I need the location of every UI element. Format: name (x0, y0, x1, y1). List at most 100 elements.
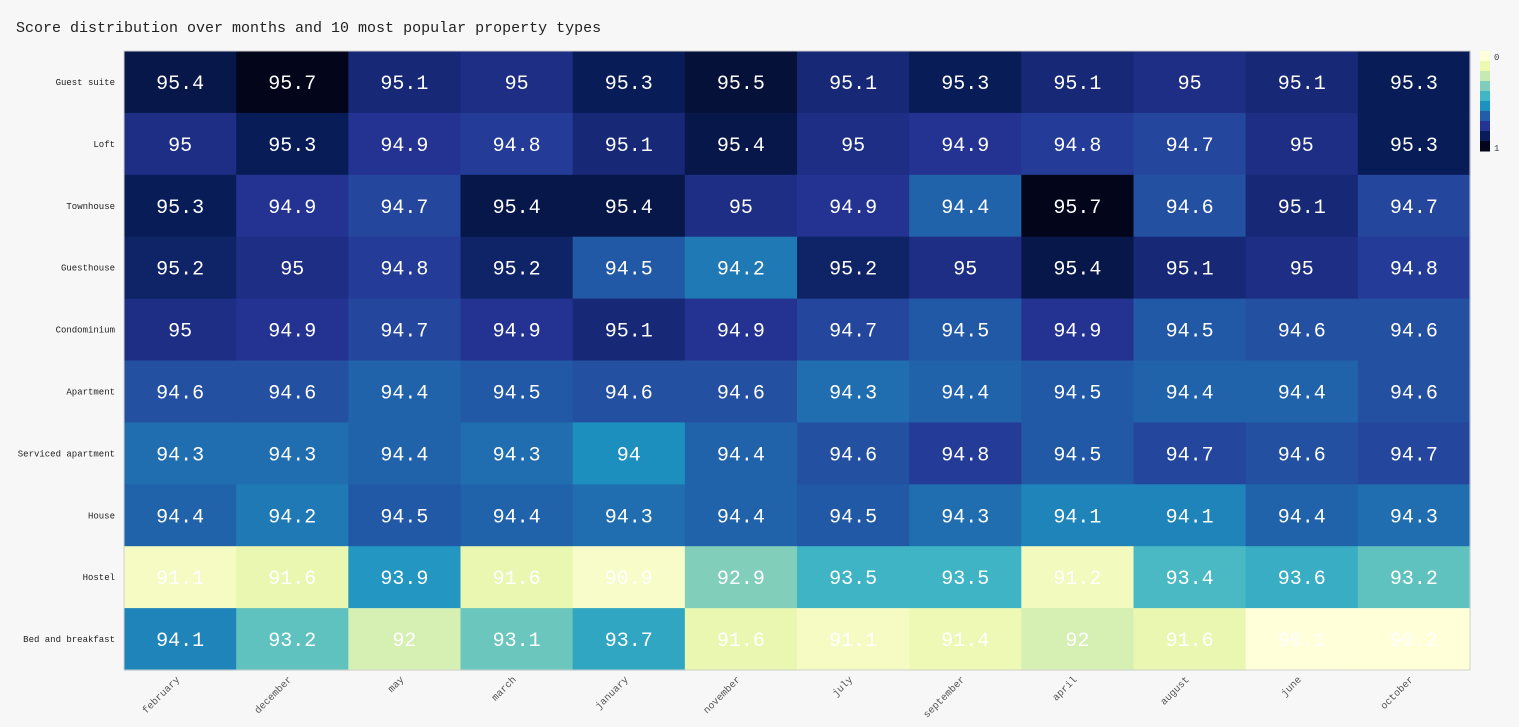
heatmap-cell (797, 174, 910, 238)
heatmap-cell (1245, 608, 1359, 671)
cell-value-label: 93.7 (605, 630, 653, 653)
cell-value-label: 94.1 (1166, 506, 1214, 529)
cell-value-label: 94.6 (605, 382, 653, 405)
cell-value-label: 94.3 (941, 506, 989, 529)
cell-value-label: 90.1 (1278, 630, 1326, 653)
y-tick-label: Condominium (56, 326, 115, 336)
plot-frame (123, 50, 1471, 671)
cell-value-label: 91.6 (717, 630, 765, 653)
heatmap-cell (909, 236, 1022, 300)
cell-value-label: 95 (168, 321, 192, 344)
heatmap-cell (572, 360, 686, 423)
cell-value-label: 94.8 (1053, 135, 1101, 158)
y-tick-label: Bed and breakfast (23, 635, 115, 645)
colorbar-tick-label: 1 (1494, 144, 1499, 154)
y-tick-label: Townhouse (66, 202, 115, 212)
heatmap-cell (460, 546, 574, 609)
cell-value-label: 94.6 (1166, 197, 1214, 220)
heatmap-cell (1245, 422, 1359, 485)
heatmap-cell (1021, 422, 1135, 485)
heatmap-cell (684, 298, 798, 362)
cell-value-label: 95.3 (156, 197, 204, 220)
cell-value-label: 94.9 (380, 135, 428, 158)
colorbar-segment (1480, 61, 1490, 72)
heatmap-cell (572, 174, 686, 238)
heatmap-cell (460, 298, 574, 362)
heatmap-cell (1245, 112, 1359, 176)
cell-value-label: 94.6 (268, 382, 316, 405)
heatmap-cell (124, 546, 237, 609)
cell-value-label: 95.1 (605, 135, 653, 158)
heatmap-cell (1357, 298, 1471, 362)
heatmap-cell (1357, 422, 1471, 485)
heatmap-cell (1133, 360, 1247, 423)
cell-value-label: 95.1 (829, 73, 877, 96)
cell-value-label: 91.6 (493, 568, 541, 591)
heatmap-cell (124, 360, 237, 423)
heatmap-cell (572, 422, 686, 485)
cell-value-label: 94.5 (605, 259, 653, 282)
cell-value-label: 94.4 (717, 506, 765, 529)
heatmap-cell (1357, 546, 1471, 609)
heatmap-cell (348, 546, 462, 609)
cell-value-label: 95.7 (1053, 197, 1101, 220)
cell-value-label: 95.1 (1166, 259, 1214, 282)
cell-value-label: 94.6 (1390, 382, 1438, 405)
cell-value-label: 95.4 (493, 197, 541, 220)
cell-value-label: 93.2 (268, 630, 316, 653)
heatmap-cell (1133, 298, 1247, 362)
heatmap-cell (1133, 112, 1247, 176)
cell-value-label: 90.2 (1390, 630, 1438, 653)
y-axis-labels: Guest suite Loft Townhouse Guesthouse Condom… (18, 78, 115, 645)
cell-value-label: 94.6 (156, 382, 204, 405)
heatmap-cell (1133, 608, 1247, 671)
heatmap-cell (124, 484, 237, 547)
heatmap-cell (1021, 484, 1135, 547)
heatmap-cell (1245, 484, 1359, 547)
cell-value-label: 94.4 (380, 382, 428, 405)
heatmap-cell (572, 546, 686, 609)
cell-value-label: 94.5 (829, 506, 877, 529)
cell-value-label: 95.3 (941, 73, 989, 96)
heatmap-cell (1021, 112, 1135, 176)
heatmap-cell (797, 236, 910, 300)
colorbar-segment (1480, 111, 1490, 122)
heatmap-cell (236, 51, 349, 114)
cell-value-label: 94.4 (717, 444, 765, 467)
heatmap-cell (348, 608, 462, 671)
cell-value-label: 95.2 (156, 259, 204, 282)
cell-value-label: 95.4 (717, 135, 765, 158)
chart-title: Score distribution over months and 10 mo… (16, 20, 601, 37)
cell-value-label: 95 (505, 73, 529, 96)
heatmap-cell (797, 608, 910, 671)
heatmap-cell (236, 236, 349, 300)
cell-value-label: 93.5 (829, 568, 877, 591)
heatmap-cell (1245, 174, 1359, 238)
heatmap-cell (1357, 236, 1471, 300)
heatmap-cell (460, 360, 574, 423)
cell-value-label: 95.7 (268, 73, 316, 96)
cell-value-label: 91.4 (941, 630, 989, 653)
heatmap-cell (684, 174, 798, 238)
cell-value-label: 94.4 (941, 382, 989, 405)
heatmap-cell (572, 51, 686, 114)
cell-value-label: 95.4 (156, 73, 204, 96)
cell-value-label: 91.1 (829, 630, 877, 653)
cell-value-label: 94.7 (380, 321, 428, 344)
cell-value-label: 94.3 (268, 444, 316, 467)
heatmap-cell (1357, 51, 1471, 114)
cell-value-label: 94.5 (380, 506, 428, 529)
heatmap-cell (348, 360, 462, 423)
heatmap-cell (572, 608, 686, 671)
heatmap-cell (909, 608, 1022, 671)
heatmap-cell (236, 608, 349, 671)
heatmap-cell (236, 298, 349, 362)
cell-value-label: 94.9 (493, 321, 541, 344)
heatmap-cell (1021, 608, 1135, 671)
heatmap-cell (797, 546, 910, 609)
cell-value-label: 94.7 (1166, 444, 1214, 467)
heatmap-cell (236, 360, 349, 423)
heatmap-cell (1357, 174, 1471, 238)
cell-value-label: 94.9 (1053, 321, 1101, 344)
